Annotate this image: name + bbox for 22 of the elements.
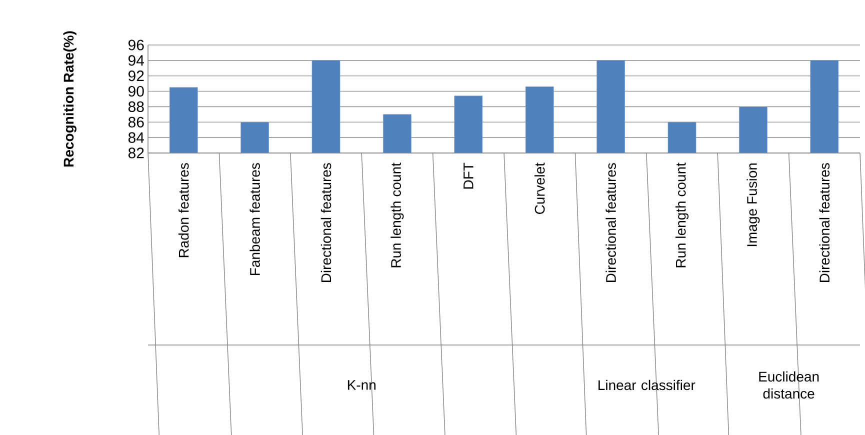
x-tick-label: Run length count (675, 162, 689, 268)
y-axis-title: Recognition Rate(%) (63, 31, 76, 166)
y-tick-label: 84 (128, 132, 144, 143)
y-tick-label: 86 (128, 116, 144, 128)
x-tick-label: Image Fusion (746, 163, 760, 246)
y-tick-label: 96 (128, 40, 144, 50)
x-tick-label: Run length count (390, 162, 404, 268)
y-tick-label: 92 (128, 70, 144, 82)
x-tick-label: Directional features (320, 163, 332, 282)
y-tick-label: 82 (128, 148, 144, 158)
x-tick-label: Fanbeam features (250, 163, 260, 276)
y-tick-label: 90 (128, 86, 144, 97)
x-tick-label: Curvelet (534, 162, 545, 214)
y-tick-label: 94 (128, 55, 144, 66)
x-tick-label: DFT (464, 162, 474, 189)
y-tick-label: 88 (128, 101, 144, 112)
text: K-nn (348, 380, 376, 390)
x-tick-label: Radon features (178, 163, 189, 258)
text: Linear classifier (598, 380, 696, 390)
x-tick-label: Directional features (819, 163, 830, 282)
text: Euclidean distance (759, 371, 819, 399)
x-tick-label: Directional features (606, 163, 616, 282)
